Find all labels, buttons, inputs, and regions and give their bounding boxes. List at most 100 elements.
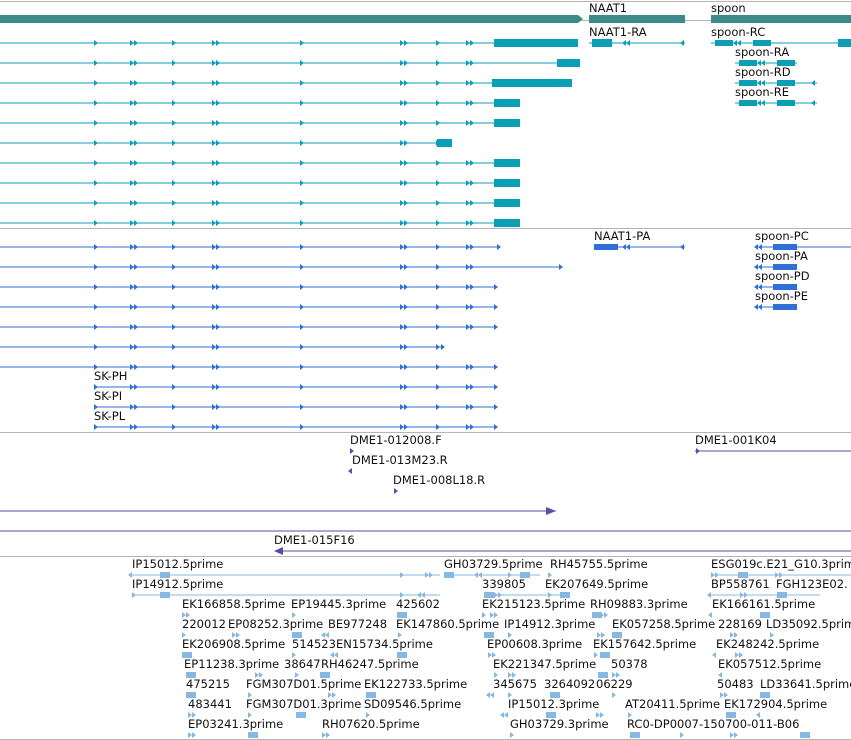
strand-arrow-icon [404, 364, 408, 370]
gene-label-spoon: spoon [711, 1, 746, 15]
est-block[interactable] [592, 612, 602, 618]
est-block[interactable] [248, 732, 258, 738]
strand-arrow-icon [130, 324, 134, 330]
exon-block[interactable] [773, 284, 797, 290]
strand-arrow-icon [216, 160, 220, 166]
est-block[interactable] [186, 672, 196, 678]
strand-arrow-icon [436, 220, 440, 226]
strand-arrow-icon [212, 284, 216, 290]
strand-arrow-icon [216, 284, 220, 290]
est-block[interactable] [397, 612, 407, 618]
exon-block[interactable] [492, 79, 572, 87]
est-block[interactable] [444, 572, 454, 578]
exon-block[interactable] [739, 80, 757, 86]
strand-arrow-icon [404, 244, 408, 250]
strand-arrow-icon [172, 180, 176, 186]
est-block[interactable] [484, 632, 494, 638]
strand-arrow-icon [436, 364, 440, 370]
strand-arrow-icon [436, 404, 440, 410]
strand-arrow-icon [128, 572, 132, 578]
est-label: LD33641.5prime [760, 677, 851, 691]
exon-block[interactable] [753, 40, 771, 46]
strand-arrow-icon [292, 612, 296, 618]
strand-arrow-icon [172, 284, 176, 290]
est-block[interactable] [726, 712, 736, 718]
strand-arrow-icon [94, 284, 98, 290]
exon-block[interactable] [494, 99, 520, 107]
est-block[interactable] [760, 612, 770, 618]
exon-block[interactable] [777, 80, 795, 86]
clone-label: DME1-015F16 [274, 533, 355, 547]
est-block[interactable] [397, 652, 407, 658]
exon-block[interactable] [838, 39, 851, 47]
est-block[interactable] [598, 672, 608, 678]
est-block[interactable] [186, 692, 196, 698]
strand-arrow-icon [172, 244, 176, 250]
strand-arrow-icon [212, 220, 216, 226]
est-label: EP19445.3prime [291, 597, 386, 611]
exon-block[interactable] [494, 159, 520, 167]
est-block[interactable] [520, 572, 530, 578]
exon-block[interactable] [557, 59, 580, 67]
est-block[interactable] [296, 712, 306, 718]
strand-arrow-icon [400, 200, 404, 206]
est-block[interactable] [600, 652, 610, 658]
exon-block[interactable] [773, 264, 797, 270]
strand-arrow-icon [754, 284, 758, 290]
strand-arrow-icon [737, 40, 741, 46]
est-label: EP03241.3prime [188, 717, 283, 731]
strand-arrow-icon [470, 364, 474, 370]
exon-block[interactable] [437, 139, 452, 147]
strand-arrow-icon [597, 632, 601, 638]
exon-block[interactable] [494, 219, 520, 227]
est-block[interactable] [182, 652, 192, 658]
est-block[interactable] [292, 632, 302, 638]
est-block[interactable] [560, 592, 570, 598]
strand-arrow-icon [300, 364, 304, 370]
est-block[interactable] [800, 732, 810, 738]
exon-block[interactable] [773, 304, 797, 310]
gene-bar[interactable] [589, 15, 685, 23]
strand-arrow-icon [470, 120, 474, 126]
exon-block[interactable] [715, 40, 733, 46]
strand-arrow-icon [482, 612, 486, 618]
exon-block[interactable] [494, 119, 520, 127]
est-block[interactable] [320, 672, 330, 678]
est-block[interactable] [550, 692, 560, 698]
strand-arrow-icon [322, 732, 326, 738]
strand-arrow-icon [494, 424, 498, 430]
est-block[interactable] [777, 592, 787, 598]
est-block[interactable] [760, 692, 770, 698]
strand-arrow-icon [711, 572, 715, 578]
strand-arrow-icon [216, 264, 220, 270]
gene-bar[interactable] [0, 15, 578, 23]
strand-arrow-icon [400, 304, 404, 310]
strand-arrow-icon [130, 424, 134, 430]
exon-block[interactable] [592, 39, 612, 47]
strand-arrow-icon [172, 304, 176, 310]
exon-block[interactable] [773, 244, 797, 250]
exon-block[interactable] [777, 100, 795, 106]
gene-bar[interactable] [711, 15, 851, 23]
exon-block[interactable] [739, 60, 757, 66]
est-block[interactable] [630, 732, 640, 738]
exon-block[interactable] [777, 60, 795, 66]
est-label: 475215 [186, 677, 230, 691]
exon-block[interactable] [494, 199, 520, 207]
strand-arrow-icon [604, 612, 608, 618]
strand-arrow-icon [350, 448, 354, 454]
est-block[interactable] [160, 572, 170, 578]
strand-arrow-icon [216, 40, 220, 46]
exon-block[interactable] [494, 179, 520, 187]
est-block[interactable] [738, 572, 748, 578]
est-block[interactable] [612, 632, 622, 638]
strand-arrow-icon [216, 324, 220, 330]
est-block[interactable] [160, 592, 170, 598]
exon-block[interactable] [739, 100, 757, 106]
est-block[interactable] [366, 692, 376, 698]
exon-block[interactable] [494, 39, 578, 47]
strand-arrow-icon [494, 612, 498, 618]
est-block[interactable] [484, 592, 494, 598]
exon-block[interactable] [594, 244, 618, 250]
est-block[interactable] [546, 712, 556, 718]
